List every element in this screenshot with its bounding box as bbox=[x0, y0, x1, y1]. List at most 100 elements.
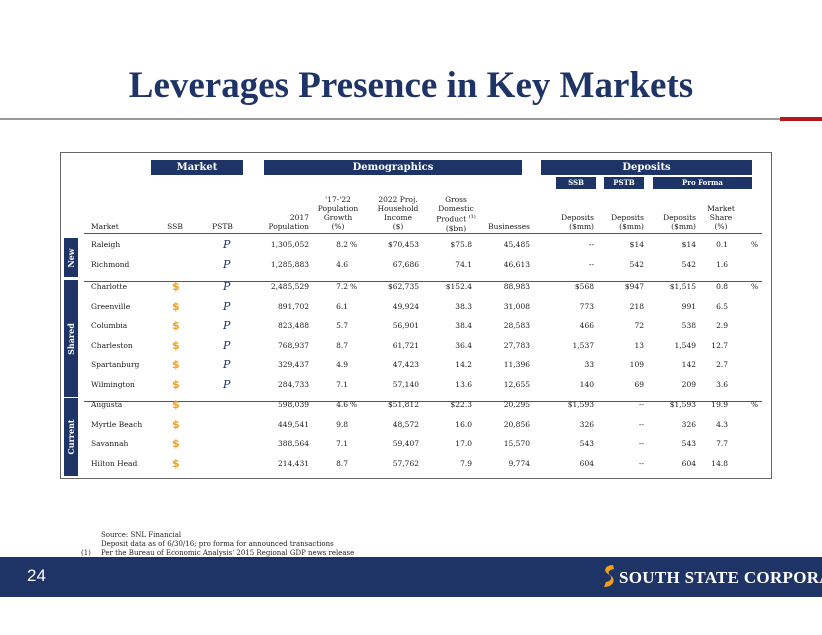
cell-gdp: 13.6 bbox=[455, 379, 472, 389]
column-header-gdp: Gross Domestic Product (1) ($bn) bbox=[436, 195, 476, 233]
cell-income: 57,140 bbox=[392, 379, 419, 389]
cell-dep-pf: 142 bbox=[681, 360, 696, 369]
cell-dep-pf: $1,515 bbox=[669, 282, 696, 291]
cell-dep-pf: $1,593 bbox=[669, 400, 696, 409]
cell-share: 2.9 bbox=[716, 321, 728, 330]
percent-sign: % bbox=[751, 282, 759, 291]
ssb-presence-icon: $ bbox=[172, 358, 180, 371]
cell-income: 61,721 bbox=[392, 340, 419, 350]
cell-businesses: 46,613 bbox=[503, 259, 530, 269]
pstb-presence-icon: P bbox=[223, 257, 231, 271]
deposits-header: Deposits bbox=[541, 160, 752, 175]
cell-pop: 329,437 bbox=[277, 360, 309, 369]
cell-dep-pstb: 13 bbox=[634, 340, 644, 350]
cell-growth: 4.6 bbox=[336, 400, 348, 409]
cell-market: Hilton Head bbox=[91, 458, 138, 468]
cell-dep-pf: 326 bbox=[681, 419, 696, 429]
cell-growth: 6.1 bbox=[336, 301, 348, 311]
cell-dep-ssb: 326 bbox=[579, 419, 594, 429]
cell-businesses: 31,008 bbox=[503, 301, 530, 311]
cell-dep-pstb: 542 bbox=[629, 259, 644, 269]
cell-dep-pstb: $14 bbox=[629, 240, 644, 249]
cell-growth: 9.8 bbox=[336, 419, 348, 429]
cell-dep-pf: 1,549 bbox=[674, 340, 696, 350]
page-number: 24 bbox=[27, 566, 46, 585]
column-header-income: 2022 Proj. Household Income ($) bbox=[377, 195, 419, 231]
ssb-presence-icon: $ bbox=[172, 299, 180, 313]
cell-share: 2.7 bbox=[716, 360, 728, 369]
cell-gdp: 16.0 bbox=[455, 419, 472, 429]
deposit-note: Deposit data as of 6/30/16; pro forma fo… bbox=[101, 540, 334, 548]
cell-dep-pstb: $947 bbox=[624, 282, 644, 291]
cell-income: $62,735 bbox=[387, 282, 419, 291]
subheader-proforma: Pro Forma bbox=[653, 177, 752, 189]
cell-growth: 7.1 bbox=[336, 379, 348, 389]
ssb-presence-icon: $ bbox=[172, 377, 180, 391]
column-header-pop: 2017 Population bbox=[268, 213, 309, 231]
cell-market: Charlotte bbox=[91, 282, 128, 291]
cell-growth: 5.7 bbox=[336, 321, 348, 330]
cell-share: 6.5 bbox=[716, 301, 728, 311]
cell-businesses: 11,396 bbox=[503, 360, 530, 369]
market-header: Market bbox=[151, 160, 243, 175]
cell-dep-pstb: -- bbox=[638, 419, 644, 429]
cell-dep-pf: 991 bbox=[681, 301, 696, 311]
column-header-dep-ssb: Deposits ($mm) bbox=[561, 213, 594, 231]
ssb-presence-icon: $ bbox=[172, 319, 180, 332]
pstb-presence-icon: P bbox=[223, 238, 231, 251]
cell-growth: 4.6 bbox=[336, 259, 348, 269]
cell-growth: 8.7 bbox=[336, 340, 348, 350]
group-label-current: Current bbox=[64, 398, 78, 476]
cell-market: Wilmington bbox=[91, 379, 135, 389]
cell-share: 12.7 bbox=[711, 340, 728, 350]
cell-market: Richmond bbox=[91, 259, 130, 269]
cell-dep-pf: 604 bbox=[681, 458, 696, 468]
cell-share: 7.7 bbox=[716, 439, 728, 448]
cell-growth: 7.2 bbox=[336, 282, 348, 291]
cell-dep-pf: 542 bbox=[681, 259, 696, 269]
pstb-presence-icon: P bbox=[223, 319, 231, 332]
cell-market: Charleston bbox=[91, 340, 133, 350]
cell-pop: 2,485,529 bbox=[270, 282, 309, 291]
cell-dep-pstb: 69 bbox=[634, 379, 644, 389]
column-header-share: Market Share (%) bbox=[707, 204, 735, 231]
page-title: Leverages Presence in Key Markets bbox=[128, 65, 694, 106]
subheader-pstb: PSTB bbox=[604, 177, 644, 189]
cell-dep-pstb: 109 bbox=[629, 360, 644, 369]
cell-share: 3.6 bbox=[716, 379, 728, 389]
cell-income: 48,572 bbox=[392, 419, 419, 429]
column-header-dep-pstb: Deposits ($mm) bbox=[611, 213, 644, 231]
table-frame bbox=[60, 152, 772, 479]
cell-businesses: 12,655 bbox=[503, 379, 530, 389]
cell-pop: 214,431 bbox=[277, 458, 309, 468]
cell-dep-ssb: 1,537 bbox=[572, 340, 594, 350]
cell-growth: 8.2 bbox=[336, 240, 348, 249]
cell-businesses: 28,583 bbox=[503, 321, 530, 330]
group-divider bbox=[84, 281, 762, 282]
cell-dep-ssb: -- bbox=[588, 240, 594, 249]
percent-sign: % bbox=[350, 282, 358, 291]
cell-share: 19.9 bbox=[711, 400, 728, 409]
ssb-presence-icon: $ bbox=[172, 280, 180, 293]
company-logo-icon bbox=[604, 565, 614, 587]
cell-income: 56,901 bbox=[392, 321, 419, 330]
pstb-presence-icon: P bbox=[223, 299, 231, 313]
cell-income: 57,762 bbox=[392, 458, 419, 468]
cell-growth: 8.7 bbox=[336, 458, 348, 468]
demographics-header: Demographics bbox=[264, 160, 522, 175]
cell-gdp: 74.1 bbox=[455, 259, 472, 269]
column-header-businesses: Businesses bbox=[488, 222, 530, 231]
cell-businesses: 27,783 bbox=[503, 340, 530, 350]
cell-pop: 284,733 bbox=[277, 379, 309, 389]
column-header-dep-pf: Deposits ($mm) bbox=[663, 213, 696, 231]
cell-pop: 768,937 bbox=[277, 340, 309, 350]
pstb-presence-icon: P bbox=[223, 377, 231, 391]
cell-share: 4.3 bbox=[716, 419, 728, 429]
cell-share: 14.8 bbox=[711, 458, 728, 468]
cell-share: 0.1 bbox=[716, 240, 728, 249]
cell-market: Columbia bbox=[91, 321, 128, 330]
title-accent-rule bbox=[780, 117, 822, 121]
pstb-presence-icon: P bbox=[223, 358, 231, 371]
cell-gdp: 38.4 bbox=[455, 321, 472, 330]
